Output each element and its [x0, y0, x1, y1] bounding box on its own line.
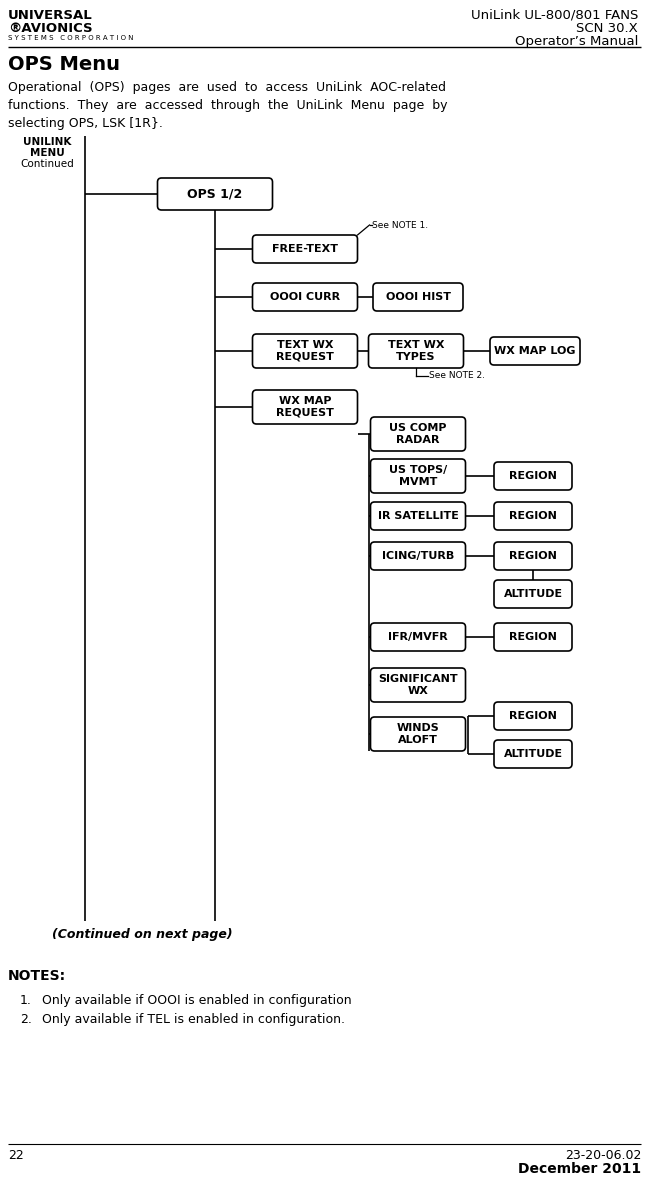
Text: S Y S T E M S   C O R P O R A T I O N: S Y S T E M S C O R P O R A T I O N [8, 35, 134, 41]
Text: UniLink UL-800/801 FANS: UniLink UL-800/801 FANS [471, 9, 638, 22]
FancyBboxPatch shape [490, 337, 580, 365]
FancyBboxPatch shape [371, 502, 465, 531]
Text: FREE-TEXT: FREE-TEXT [272, 244, 338, 253]
Text: OPS Menu: OPS Menu [8, 55, 120, 74]
Text: See NOTE 1.: See NOTE 1. [373, 220, 428, 230]
Text: UNIVERSAL: UNIVERSAL [8, 9, 93, 22]
FancyBboxPatch shape [252, 390, 358, 424]
Text: ICING/TURB: ICING/TURB [382, 551, 454, 561]
Text: WX MAP LOG: WX MAP LOG [495, 345, 576, 356]
Text: Operator’s Manual: Operator’s Manual [515, 35, 638, 48]
Text: WINDS
ALOFT: WINDS ALOFT [397, 723, 439, 745]
FancyBboxPatch shape [373, 283, 463, 311]
Text: December 2011: December 2011 [518, 1162, 641, 1175]
Text: REGION: REGION [509, 711, 557, 722]
Text: REGION: REGION [509, 470, 557, 481]
Text: SIGNIFICANT
WX: SIGNIFICANT WX [378, 674, 458, 696]
FancyBboxPatch shape [494, 502, 572, 531]
FancyBboxPatch shape [252, 235, 358, 263]
FancyBboxPatch shape [252, 283, 358, 311]
Text: TEXT WX
TYPES: TEXT WX TYPES [387, 341, 445, 362]
Text: OOOI CURR: OOOI CURR [270, 292, 340, 302]
FancyBboxPatch shape [371, 542, 465, 569]
Text: WX MAP
REQUEST: WX MAP REQUEST [276, 396, 334, 417]
FancyBboxPatch shape [494, 702, 572, 730]
FancyBboxPatch shape [371, 623, 465, 651]
Text: ALTITUDE: ALTITUDE [504, 590, 563, 599]
FancyBboxPatch shape [371, 417, 465, 452]
Text: Operational  (OPS)  pages  are  used  to  access  UniLink  AOC-related: Operational (OPS) pages are used to acce… [8, 81, 446, 94]
FancyBboxPatch shape [252, 334, 358, 368]
Text: US COMP
RADAR: US COMP RADAR [389, 423, 447, 444]
Text: SCN 30.X: SCN 30.X [576, 22, 638, 35]
Text: (Continued on next page): (Continued on next page) [52, 928, 232, 941]
FancyBboxPatch shape [371, 717, 465, 751]
Text: IFR/MVFR: IFR/MVFR [388, 632, 448, 643]
Text: 2.: 2. [20, 1013, 32, 1026]
Text: OPS 1/2: OPS 1/2 [188, 187, 243, 200]
Text: Only available if OOOI is enabled in configuration: Only available if OOOI is enabled in con… [42, 994, 352, 1007]
FancyBboxPatch shape [371, 459, 465, 493]
Text: OOOI HIST: OOOI HIST [386, 292, 450, 302]
Text: IR SATELLITE: IR SATELLITE [378, 511, 458, 521]
Text: 23-20-06.02: 23-20-06.02 [565, 1150, 641, 1162]
Text: ALTITUDE: ALTITUDE [504, 749, 563, 759]
Text: NOTES:: NOTES: [8, 969, 66, 983]
Text: 22: 22 [8, 1150, 24, 1162]
Text: 1.: 1. [20, 994, 32, 1007]
FancyBboxPatch shape [494, 580, 572, 608]
Text: Only available if TEL is enabled in configuration.: Only available if TEL is enabled in conf… [42, 1013, 345, 1026]
Text: functions.  They  are  accessed  through  the  UniLink  Menu  page  by: functions. They are accessed through the… [8, 99, 448, 112]
Text: US TOPS/
MVMT: US TOPS/ MVMT [389, 466, 447, 487]
Text: REGION: REGION [509, 511, 557, 521]
FancyBboxPatch shape [494, 542, 572, 569]
Text: selecting OPS, LSK [1R}.: selecting OPS, LSK [1R}. [8, 117, 163, 130]
FancyBboxPatch shape [494, 623, 572, 651]
Text: See NOTE 2.: See NOTE 2. [429, 371, 485, 381]
FancyBboxPatch shape [494, 462, 572, 490]
Text: REGION: REGION [509, 551, 557, 561]
Text: UNILINK: UNILINK [23, 137, 71, 147]
Text: Continued: Continued [20, 159, 74, 169]
Text: ®AVIONICS: ®AVIONICS [8, 22, 93, 35]
FancyBboxPatch shape [494, 740, 572, 768]
FancyBboxPatch shape [158, 178, 273, 210]
Text: MENU: MENU [30, 149, 64, 158]
Text: TEXT WX
REQUEST: TEXT WX REQUEST [276, 341, 334, 362]
FancyBboxPatch shape [371, 668, 465, 702]
Text: REGION: REGION [509, 632, 557, 643]
FancyBboxPatch shape [369, 334, 463, 368]
